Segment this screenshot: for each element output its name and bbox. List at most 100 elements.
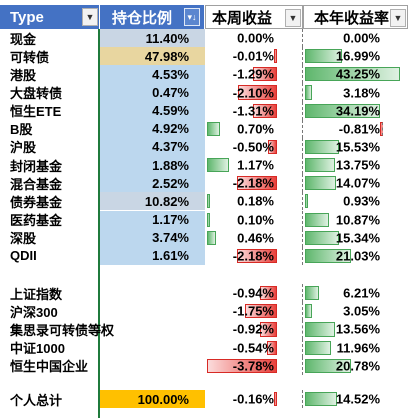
weekly-return-cell[interactable]: 0.70%	[205, 119, 303, 138]
holding-ratio-cell[interactable]: 100.00%	[100, 390, 205, 409]
holding-ratio-cell[interactable]: 10.82%	[100, 192, 205, 211]
weekly-return-cell[interactable]: 0.46%	[205, 228, 303, 247]
row-label[interactable]: 沪股	[10, 140, 37, 156]
holding-ratio-cell[interactable]: 4.92%	[100, 119, 205, 138]
row-label[interactable]: 沪深300	[10, 304, 58, 320]
data-bar	[305, 67, 400, 82]
yearly-return-cell[interactable]: 13.75%	[303, 156, 408, 174]
holding-ratio-cell[interactable]: 11.40%	[100, 29, 205, 48]
cell-value: 3.05%	[343, 303, 380, 319]
data-bar	[305, 158, 336, 173]
sort-filter-icon[interactable]: ▾↓	[184, 8, 200, 26]
row-label[interactable]: 混合基金	[10, 176, 63, 192]
yearly-return-cell[interactable]: 0.93%	[303, 192, 408, 210]
yearly-return-cell[interactable]: 3.18%	[303, 83, 408, 101]
header-holding-ratio[interactable]: 持仓比例 ▾↓	[100, 5, 205, 29]
filter-dropdown-icon[interactable]: ▼	[285, 9, 301, 27]
row-label[interactable]: QDII	[10, 248, 37, 264]
holding-ratio-cell[interactable]	[100, 302, 205, 320]
row-label[interactable]: 个人总计	[10, 392, 63, 408]
row-label[interactable]: 恒生中国企业	[10, 359, 89, 375]
table-row: 大盘转债 0.47% -2.10% 3.18%	[0, 83, 411, 102]
holding-ratio-cell[interactable]: 4.37%	[100, 137, 205, 157]
row-label[interactable]: 封闭基金	[10, 158, 63, 174]
yearly-return-cell[interactable]: 15.34%	[303, 229, 408, 247]
data-bar	[305, 340, 332, 355]
weekly-return-cell[interactable]: -1.29%	[205, 65, 303, 84]
holding-ratio-cell[interactable]: 47.98%	[100, 47, 205, 66]
row-label[interactable]: 上证指数	[10, 286, 63, 302]
weekly-return-cell[interactable]: -0.94%	[205, 284, 303, 303]
holding-ratio-cell[interactable]	[100, 339, 205, 357]
weekly-return-cell[interactable]: -0.50%	[205, 137, 303, 157]
holding-ratio-cell[interactable]: 1.88%	[100, 156, 205, 175]
row-label[interactable]: 恒生ETE	[10, 104, 62, 120]
holding-ratio-cell[interactable]: 4.59%	[100, 101, 205, 120]
holding-ratio-cell[interactable]: 1.61%	[100, 246, 205, 265]
holding-ratio-cell[interactable]: 3.74%	[100, 228, 205, 247]
yearly-return-cell[interactable]: 13.56%	[303, 320, 408, 338]
yearly-return-cell[interactable]: 14.52%	[303, 390, 408, 408]
yearly-return-cell[interactable]: 43.25%	[303, 65, 408, 83]
row-label[interactable]: 中证1000	[10, 341, 65, 357]
yearly-return-cell[interactable]: 14.07%	[303, 174, 408, 192]
yearly-return-cell[interactable]: 6.21%	[303, 284, 408, 302]
weekly-return-cell[interactable]: -0.16%	[205, 390, 303, 409]
cell-value: 15.53%	[335, 139, 380, 155]
yearly-return-cell[interactable]: 0.00%	[303, 29, 408, 47]
filter-dropdown-icon[interactable]: ▼	[390, 9, 406, 27]
yearly-return-cell[interactable]: 21.03%	[303, 247, 408, 265]
row-label[interactable]: B股	[10, 122, 33, 138]
row-label[interactable]: 可转债	[10, 49, 50, 65]
holding-ratio-cell[interactable]	[100, 284, 205, 302]
holding-ratio-cell[interactable]: 4.53%	[100, 65, 205, 84]
row-label[interactable]: 债券基金	[10, 194, 63, 210]
weekly-return-cell[interactable]: -1.75%	[205, 302, 303, 321]
weekly-return-cell[interactable]: 0.10%	[205, 210, 303, 229]
filter-dropdown-icon[interactable]: ▼	[82, 8, 98, 26]
header-type[interactable]: Type ▼	[0, 5, 100, 29]
cell-value: -0.16%	[232, 391, 274, 407]
data-bar	[305, 358, 351, 373]
yearly-return-cell[interactable]: 10.87%	[303, 211, 408, 229]
weekly-return-cell[interactable]: 0.18%	[205, 192, 303, 211]
holding-ratio-cell[interactable]: 2.52%	[100, 174, 205, 193]
header-yearly-return[interactable]: 本年收益率 ▼	[303, 5, 408, 29]
holding-ratio-cell[interactable]: 0.47%	[100, 83, 205, 102]
data-bar	[274, 49, 277, 64]
yearly-return-cell[interactable]: 20.78%	[303, 357, 408, 375]
yearly-return-cell[interactable]: 15.53%	[303, 138, 408, 156]
weekly-return-cell[interactable]: -2.18%	[205, 246, 303, 265]
header-type-label: Type	[10, 8, 44, 26]
row-label[interactable]: 大盘转债	[10, 86, 63, 102]
row-label[interactable]: 深股	[10, 231, 37, 247]
row-label[interactable]: 集思录可转债等权	[10, 322, 115, 338]
yearly-return-cell[interactable]: 11.96%	[303, 339, 408, 357]
weekly-return-cell[interactable]: -0.01%	[205, 47, 303, 66]
cell-value: 3.18%	[343, 85, 380, 100]
header-weekly-return[interactable]: 本周收益 ▼	[205, 5, 303, 29]
holding-ratio-cell[interactable]	[100, 357, 205, 375]
yearly-return-cell[interactable]: 34.19%	[303, 102, 408, 120]
weekly-return-cell[interactable]: -1.31%	[205, 101, 303, 120]
weekly-return-cell[interactable]: -3.78%	[205, 356, 303, 375]
data-bar	[259, 322, 277, 337]
row-label[interactable]: 港股	[10, 67, 37, 83]
cell-value: -1.75%	[232, 303, 274, 319]
weekly-return-cell[interactable]: -2.18%	[205, 174, 303, 193]
weekly-return-cell[interactable]: -2.10%	[205, 83, 303, 102]
holding-ratio-cell[interactable]	[100, 320, 205, 338]
yearly-return-cell[interactable]: -0.81%	[303, 120, 408, 138]
weekly-return-cell[interactable]: -0.92%	[205, 320, 303, 339]
cell-value: 43.25%	[335, 66, 380, 82]
weekly-return-cell[interactable]: 1.17%	[205, 156, 303, 175]
weekly-return-cell[interactable]: -0.54%	[205, 338, 303, 357]
yearly-return-cell[interactable]: 16.99%	[303, 47, 408, 65]
row-label[interactable]: 医药基金	[10, 213, 63, 229]
cell-value: 21.03%	[335, 248, 380, 264]
row-label[interactable]: 现金	[10, 31, 37, 47]
yearly-return-cell[interactable]: 3.05%	[303, 302, 408, 320]
holding-ratio-cell[interactable]: 1.17%	[100, 210, 205, 229]
cell-value: -0.50%	[232, 139, 274, 155]
weekly-return-cell[interactable]: 0.00%	[205, 29, 303, 48]
